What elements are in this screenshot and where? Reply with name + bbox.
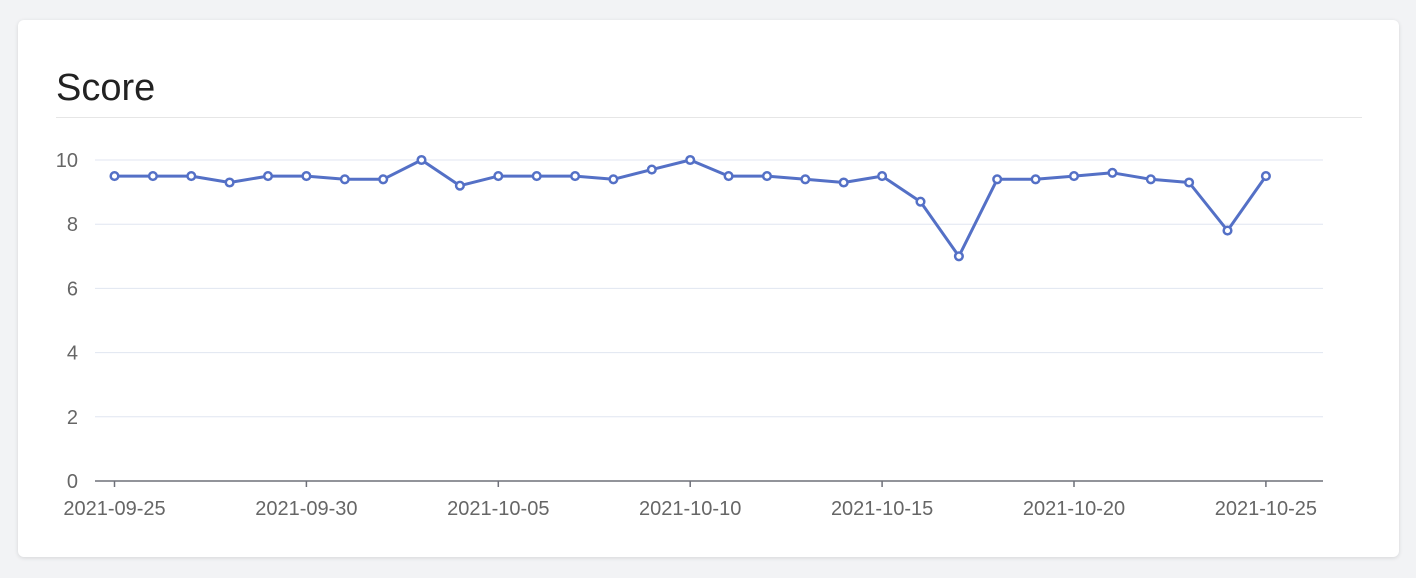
x-tick-label: 2021-10-20 [1023,498,1125,520]
data-point[interactable] [531,171,542,182]
data-point[interactable] [109,171,120,182]
data-point[interactable] [877,171,888,182]
x-tick-label: 2021-10-15 [831,498,933,520]
data-point[interactable] [1107,167,1118,178]
data-point[interactable] [915,196,926,207]
data-point[interactable] [1260,171,1271,182]
data-point[interactable] [262,171,274,182]
y-axis-labels: 0 2 4 6 8 10 [56,150,78,493]
x-axis-labels: 2021-09-25 2021-09-30 2021-10-05 2021-10-10… [63,498,1317,520]
data-point[interactable] [685,154,696,166]
card-title: Score [56,67,156,109]
data-point[interactable] [761,171,773,182]
data-point[interactable] [1184,177,1195,188]
data-point[interactable] [493,171,504,182]
data-point[interactable] [1030,174,1041,185]
y-tick-label: 10 [56,150,78,172]
series-line-path [113,158,1268,258]
y-tick-label: 2 [67,407,78,429]
data-point[interactable] [953,251,964,262]
data-point[interactable] [992,174,1003,185]
data-point[interactable] [608,174,619,185]
data-point[interactable] [416,154,427,166]
data-point[interactable] [1222,225,1233,236]
grid-lines [95,159,1323,418]
y-tick-label: 8 [67,214,78,236]
data-point[interactable] [838,177,849,188]
data-point[interactable] [378,174,389,185]
data-point[interactable] [147,171,158,182]
data-point[interactable] [454,180,465,191]
x-tick-label: 2021-09-30 [255,498,357,520]
y-tick-label: 4 [67,343,78,365]
x-axis [95,480,1323,487]
series-points [109,154,1271,262]
x-tick-label: 2021-10-05 [447,498,549,520]
y-tick-label: 6 [67,278,78,300]
x-tick-label: 2021-10-25 [1215,498,1317,520]
data-point[interactable] [339,174,350,185]
data-point[interactable] [646,164,657,175]
data-point[interactable] [301,171,312,182]
x-tick-label: 2021-10-10 [639,498,741,520]
title-divider [56,117,1362,118]
x-tick-label: 2021-09-25 [63,498,165,520]
data-point[interactable] [723,171,734,182]
data-point[interactable] [224,177,235,188]
series-line [113,158,1268,258]
data-point[interactable] [570,171,581,182]
y-tick-label: 0 [67,471,78,493]
data-point[interactable] [800,174,811,185]
data-point[interactable] [1068,171,1080,182]
data-point[interactable] [186,171,197,182]
data-point[interactable] [1145,174,1156,185]
